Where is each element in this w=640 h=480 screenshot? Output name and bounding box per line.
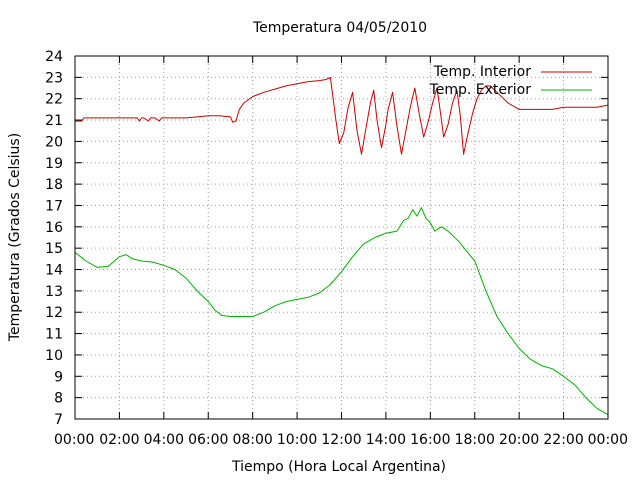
x-tick-label: 22:00: [543, 432, 583, 448]
y-tick-label: 7: [54, 412, 63, 428]
x-tick-label: 12:00: [321, 432, 361, 448]
x-tick-label: 02:00: [99, 432, 139, 448]
x-tick-label: 04:00: [144, 432, 184, 448]
y-tick-label: 23: [45, 70, 63, 86]
x-tick-label: 20:00: [499, 432, 539, 448]
legend-label-interior: Temp. Interior: [433, 64, 532, 80]
y-axis-label: Temperatura (Grados Celsius): [7, 133, 23, 342]
x-tick-label: 14:00: [366, 432, 406, 448]
x-tick-label: 16:00: [410, 432, 450, 448]
y-tick-label: 8: [54, 391, 63, 407]
x-axis-label: Tiempo (Hora Local Argentina): [231, 459, 446, 475]
x-tick-label: 10:00: [277, 432, 317, 448]
y-tick-labels: 7 8 9 10 11 12 13 14 15 16 17 18 19 20 21 22 23 24: [45, 49, 63, 428]
legend: Temp. Interior Temp. Exterior: [429, 64, 592, 98]
legend-label-exterior: Temp. Exterior: [429, 82, 532, 98]
x-tick-label: 18:00: [455, 432, 495, 448]
y-tick-label: 13: [45, 284, 63, 300]
x-tick-label: 08:00: [232, 432, 272, 448]
y-tick-label: 18: [45, 177, 63, 193]
series-layer: [74, 76, 609, 416]
y-tick-label: 10: [45, 348, 63, 364]
y-tick-label: 21: [45, 113, 63, 129]
y-tick-label: 16: [45, 220, 63, 236]
x-tick-labels: 00:00 02:00 04:00 06:00 08:00 10:00 12:00 14:00…: [54, 432, 628, 448]
series-line-interior: [75, 76, 609, 155]
y-tick-label: 24: [45, 49, 63, 65]
x-tick-label: 00:00: [54, 432, 94, 448]
y-tick-label: 19: [45, 156, 63, 172]
x-tick-label: 00:00: [588, 432, 628, 448]
y-tick-label: 11: [45, 327, 63, 343]
y-tick-label: 14: [45, 263, 63, 279]
grid-lines: [75, 56, 608, 419]
y-tick-label: 20: [45, 134, 63, 150]
axis-ticks: [74, 55, 609, 420]
y-tick-label: 15: [45, 241, 63, 257]
y-tick-label: 17: [45, 198, 63, 214]
y-tick-label: 22: [45, 92, 63, 108]
chart-title: Temperatura 04/05/2010: [252, 20, 427, 36]
series-line-exterior: [74, 207, 609, 416]
y-tick-label: 9: [54, 369, 63, 385]
y-tick-label: 12: [45, 305, 63, 321]
x-tick-label: 06:00: [188, 432, 228, 448]
